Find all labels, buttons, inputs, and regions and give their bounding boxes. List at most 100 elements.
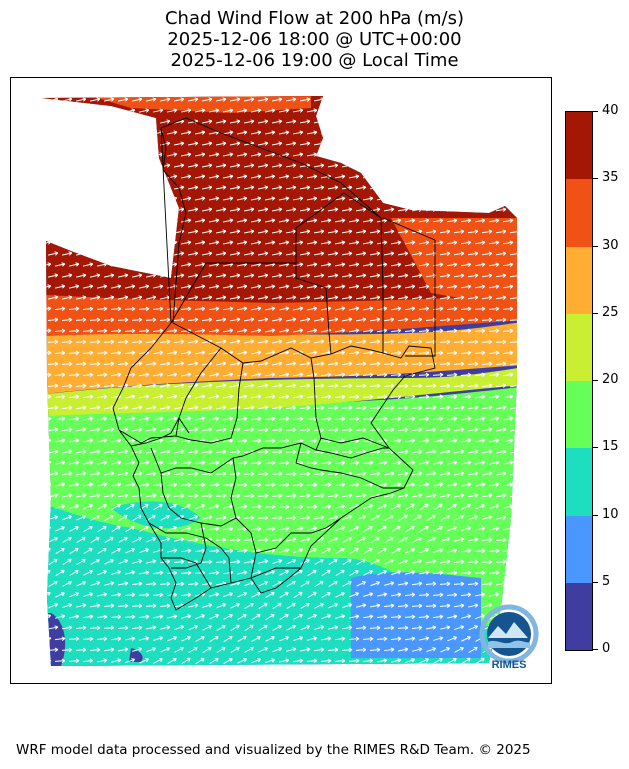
wind-arrow bbox=[229, 559, 241, 564]
wind-arrow bbox=[495, 119, 507, 124]
wind-arrow bbox=[419, 658, 430, 664]
wind-arrow bbox=[194, 328, 206, 333]
wind-arrow bbox=[257, 515, 269, 521]
wind-arrow bbox=[264, 174, 276, 179]
wind-arrow bbox=[159, 383, 171, 388]
wind-arrow bbox=[132, 295, 143, 300]
wind-arrow bbox=[54, 658, 66, 664]
wind-arrow bbox=[54, 328, 66, 334]
wind-arrow bbox=[321, 614, 332, 620]
wind-arrow bbox=[390, 152, 402, 157]
wind-arrow bbox=[152, 570, 164, 575]
wind-arrow bbox=[321, 306, 332, 311]
wind-arrow bbox=[76, 515, 86, 521]
colorbar-segment bbox=[566, 179, 592, 247]
wind-arrow bbox=[369, 251, 381, 256]
wind-arrow bbox=[230, 273, 241, 278]
wind-arrow bbox=[160, 251, 171, 256]
wind-arrow bbox=[96, 394, 108, 399]
wind-arrow bbox=[48, 163, 59, 168]
wind-arrow bbox=[69, 218, 80, 223]
wind-arrow bbox=[320, 218, 332, 223]
wind-arrow bbox=[461, 614, 472, 619]
wind-arrow bbox=[439, 119, 451, 124]
wind-arrow bbox=[187, 339, 199, 344]
wind-arrow bbox=[250, 394, 262, 399]
wind-arrow bbox=[285, 207, 297, 212]
wind-arrow bbox=[236, 284, 248, 289]
wind-arrow bbox=[376, 394, 388, 400]
wind-arrow bbox=[440, 647, 450, 653]
wind-arrow bbox=[271, 427, 283, 433]
wind-arrow bbox=[292, 416, 304, 422]
wind-arrow bbox=[391, 570, 402, 576]
wind-arrow bbox=[321, 547, 331, 554]
wind-arrow bbox=[467, 251, 479, 256]
wind-arrow bbox=[439, 559, 451, 564]
wind-arrow bbox=[188, 163, 199, 168]
wind-arrow bbox=[47, 339, 59, 345]
wind-arrow bbox=[488, 174, 500, 179]
wind-arrow bbox=[265, 635, 275, 642]
wind-arrow bbox=[41, 251, 45, 256]
wind-arrow bbox=[503, 416, 514, 421]
wind-arrow bbox=[257, 427, 269, 432]
wind-arrow bbox=[411, 163, 423, 168]
wind-arrow bbox=[257, 471, 269, 477]
wind-arrow bbox=[76, 273, 87, 278]
wind-arrow bbox=[335, 526, 346, 532]
wind-arrow bbox=[264, 284, 276, 289]
wind-arrow bbox=[306, 482, 318, 487]
wind-arrow bbox=[453, 493, 465, 498]
wind-arrow bbox=[237, 592, 248, 598]
wind-arrow bbox=[509, 97, 517, 102]
wind-arrow bbox=[250, 504, 262, 509]
wind-arrow bbox=[481, 427, 493, 432]
wind-arrow bbox=[474, 482, 486, 487]
wind-arrow bbox=[313, 339, 325, 344]
wind-arrow bbox=[194, 460, 206, 465]
wind-arrow bbox=[474, 592, 486, 597]
wind-arrow bbox=[362, 240, 374, 245]
wind-arrow bbox=[243, 405, 255, 410]
wind-arrow bbox=[355, 449, 367, 454]
wind-arrow bbox=[208, 460, 220, 465]
wind-arrow bbox=[103, 317, 115, 323]
wind-arrow bbox=[258, 361, 269, 366]
wind-arrow bbox=[292, 482, 304, 488]
wind-arrow bbox=[411, 625, 423, 630]
chart-title: Chad Wind Flow at 200 hPa (m/s) 2025-12-… bbox=[0, 8, 629, 71]
wind-arrow bbox=[258, 559, 269, 564]
wind-arrow bbox=[166, 482, 178, 487]
wind-arrow bbox=[481, 295, 493, 300]
wind-arrow bbox=[230, 141, 241, 146]
wind-arrow bbox=[426, 537, 436, 543]
wind-arrow bbox=[215, 405, 227, 410]
wind-arrow bbox=[76, 581, 86, 587]
wind-arrow bbox=[467, 339, 479, 345]
wind-arrow bbox=[159, 603, 171, 608]
wind-arrow bbox=[278, 526, 290, 531]
wind-arrow bbox=[509, 185, 517, 190]
wind-arrow bbox=[90, 97, 101, 102]
wind-arrow bbox=[362, 262, 374, 267]
wind-arrow bbox=[293, 613, 303, 620]
wind-arrow bbox=[125, 130, 136, 135]
wind-arrow bbox=[251, 658, 262, 664]
wind-arrow bbox=[55, 592, 65, 598]
wind-arrow bbox=[216, 185, 227, 190]
wind-arrow bbox=[411, 185, 423, 190]
wind-arrow bbox=[62, 273, 73, 278]
wind-arrow bbox=[216, 295, 227, 300]
wind-arrow bbox=[110, 328, 122, 334]
wind-arrow bbox=[181, 284, 192, 289]
wind-arrow bbox=[173, 559, 185, 564]
wind-arrow bbox=[145, 449, 157, 454]
wind-arrow bbox=[474, 218, 486, 223]
wind-arrow bbox=[299, 405, 311, 410]
wind-arrow bbox=[411, 405, 423, 411]
wind-arrow bbox=[292, 240, 304, 245]
wind-arrow bbox=[320, 658, 332, 664]
wind-arrow bbox=[243, 295, 255, 300]
wind-arrow bbox=[481, 97, 493, 102]
